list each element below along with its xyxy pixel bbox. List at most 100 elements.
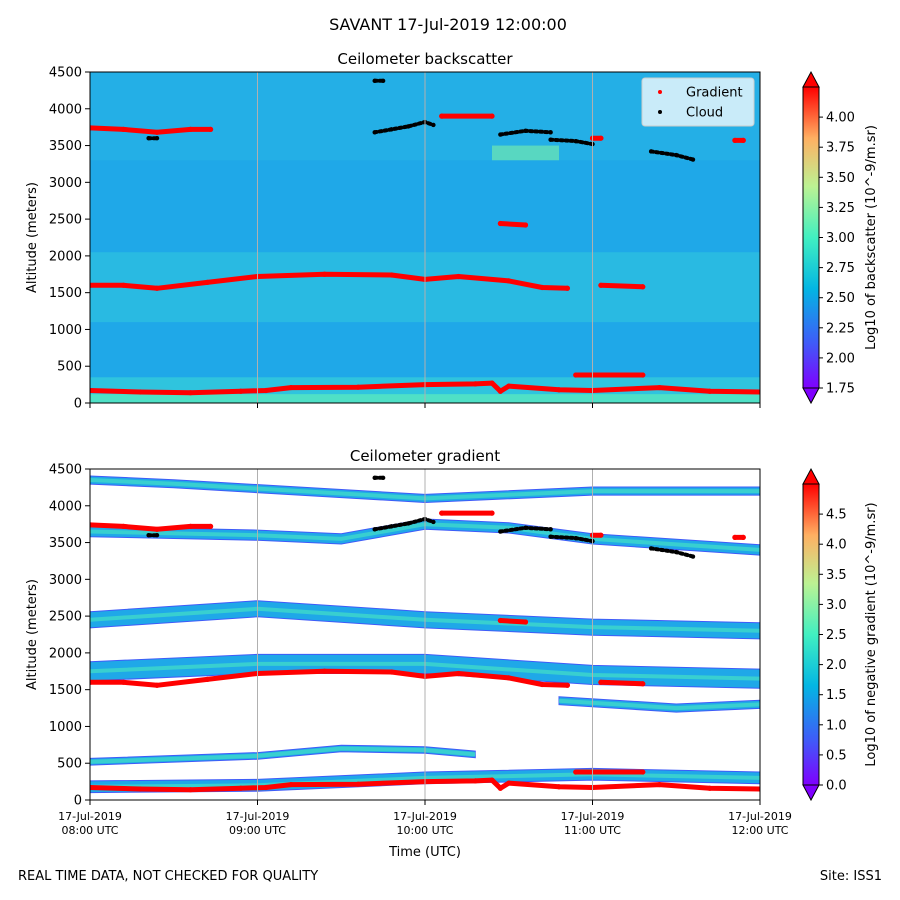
- y-tick-label: 1500: [49, 286, 82, 301]
- colorbar-label: Log10 of negative gradient (10^-9/m.sr): [864, 502, 879, 766]
- gradient-point: [472, 381, 478, 387]
- gradient-point: [556, 387, 562, 393]
- gradient-point: [757, 389, 760, 395]
- gradient-point: [757, 786, 760, 792]
- gradient-panel: Ceilometer gradient 0 500 1000 1500 2000 2500 3…: [25, 447, 879, 860]
- cloud-point: [372, 527, 377, 532]
- cloud-point: [548, 130, 553, 135]
- y-tick-label: 2000: [49, 646, 82, 661]
- gradient-point: [556, 784, 562, 790]
- gradient-point: [489, 510, 495, 516]
- gradient-point: [656, 781, 663, 788]
- gradient-point: [598, 679, 604, 685]
- gradient-point: [263, 387, 269, 394]
- gradient-point: [732, 137, 738, 144]
- gradient-point: [288, 781, 294, 788]
- colorbar-tick-label: 1.0: [826, 718, 847, 733]
- gradient-point: [564, 285, 570, 291]
- cloud-point: [406, 521, 411, 526]
- colorbar: 0.0 0.5 1.0 1.5 2.0 2.5 3.0 3.5 4.0 4.5 Log10 of n…: [802, 467, 879, 802]
- cloud-point: [573, 535, 578, 541]
- gradient-point: [598, 135, 604, 141]
- cloud-point: [498, 529, 503, 534]
- gradient-band-core: [558, 698, 760, 711]
- gradient-point: [506, 278, 512, 284]
- gradient-series-boundary-b: [598, 282, 646, 290]
- colorbar-label: Log10 of backscatter (10^-9/m.sr): [864, 125, 879, 350]
- gradient-point: [90, 282, 93, 288]
- cloud-point: [154, 533, 160, 538]
- cloud-point: [548, 527, 553, 532]
- gradient-point: [506, 383, 512, 389]
- cloud-shadow: [492, 145, 559, 161]
- gradient-point: [573, 372, 579, 378]
- gradient-point: [187, 787, 194, 793]
- colorbar-tick-label: 4.00: [826, 111, 855, 126]
- cloud-point: [372, 78, 377, 84]
- gradient-point: [187, 523, 194, 529]
- gradient-point: [497, 220, 503, 227]
- gradient-point: [154, 129, 160, 135]
- colorbar-tick-label: 3.75: [826, 141, 855, 156]
- x-tick-date: 17-Jul-2019: [561, 810, 625, 823]
- cloud-point: [146, 136, 151, 141]
- cloud-point: [648, 546, 654, 551]
- colorbar-tick-label: 1.5: [826, 688, 847, 703]
- gradient-point: [522, 619, 529, 625]
- gradient-point: [204, 676, 210, 682]
- cloud-point: [406, 124, 411, 129]
- figure-title: SAVANT 17-Jul-2019 12:00:00: [329, 15, 567, 34]
- gradient-point: [489, 113, 495, 119]
- y-tick-label: 2500: [49, 610, 82, 625]
- cloud-point: [154, 136, 160, 141]
- colorbar-extend-top: [802, 70, 820, 88]
- x-tick-label: 11:00 UTC: [564, 824, 621, 837]
- y-axis-label: Altitude (meters): [25, 182, 40, 293]
- cloud-point: [389, 127, 394, 132]
- gradient-point: [388, 272, 395, 278]
- gradient-point: [732, 534, 738, 541]
- gradient-point: [740, 137, 746, 144]
- y-tick-label: 500: [57, 757, 82, 772]
- cloud-point: [648, 149, 654, 154]
- cloud-point: [523, 128, 528, 134]
- gradient-point: [640, 372, 646, 378]
- gradient-point: [573, 769, 579, 775]
- x-tick-date: 17-Jul-2019: [58, 810, 122, 823]
- gradient-point: [455, 273, 462, 280]
- y-tick-label: 3500: [49, 536, 82, 551]
- gradient-point: [187, 126, 194, 132]
- gradient-point: [238, 785, 244, 791]
- colorbar-gradient: [802, 483, 820, 786]
- colorbar-tick-label: 1.75: [826, 382, 855, 397]
- gradient-point: [321, 271, 328, 277]
- gradient-band-core: [90, 746, 476, 764]
- y-tick-label: 4000: [49, 102, 82, 117]
- x-tick-date: 17-Jul-2019: [393, 810, 457, 823]
- x-tick-label: 12:00 UTC: [731, 824, 788, 837]
- gradient-point: [640, 681, 646, 687]
- gradient-series-mid: [497, 221, 528, 228]
- backscatter-panel: Ceilometer backscatter 0 500 1000 1500 2000 25…: [25, 50, 879, 412]
- gradient-series-boundary: [90, 668, 570, 688]
- y-tick-label: 3000: [49, 573, 82, 588]
- gradient-series-mid: [497, 618, 528, 625]
- legend-label-gradient: Gradient: [686, 86, 743, 101]
- gradient-point: [187, 390, 194, 396]
- colorbar-tick-label: 2.00: [826, 351, 855, 366]
- y-tick-label: 4000: [49, 499, 82, 514]
- y-tick-label: 4500: [49, 463, 82, 478]
- legend-box: [641, 77, 755, 127]
- y-tick-label: 1000: [49, 323, 82, 338]
- legend: Gradient Cloud: [641, 77, 755, 127]
- colorbar-tick-label: 2.0: [826, 658, 847, 673]
- colorbar-extend-bottom: [802, 784, 820, 802]
- colorbar-tick-label: 4.5: [826, 508, 847, 523]
- gradient-point: [238, 388, 244, 394]
- y-tick-label: 3000: [49, 176, 82, 191]
- gradient-point: [489, 380, 495, 386]
- panel-title: Ceilometer gradient: [350, 447, 500, 465]
- cloud-point: [389, 524, 394, 529]
- gradient-series-boundary: [90, 271, 570, 291]
